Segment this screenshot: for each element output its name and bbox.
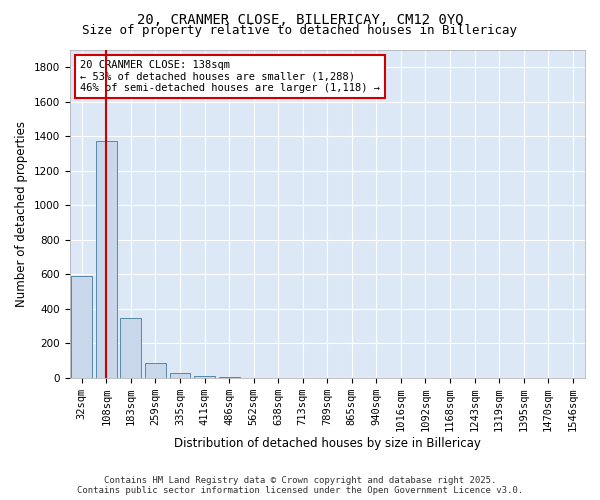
Text: Size of property relative to detached houses in Billericay: Size of property relative to detached ho… [83,24,517,37]
Text: 20, CRANMER CLOSE, BILLERICAY, CM12 0YQ: 20, CRANMER CLOSE, BILLERICAY, CM12 0YQ [137,12,463,26]
Bar [218,377,239,378]
Bar [96,142,117,378]
Bar [121,318,142,378]
Bar [170,373,190,378]
Text: Contains HM Land Registry data © Crown copyright and database right 2025.
Contai: Contains HM Land Registry data © Crown c… [77,476,523,495]
Bar [71,276,92,378]
Bar [145,364,166,378]
Text: 20 CRANMER CLOSE: 138sqm
← 53% of detached houses are smaller (1,288)
46% of sem: 20 CRANMER CLOSE: 138sqm ← 53% of detach… [80,60,380,93]
Bar [194,376,215,378]
Y-axis label: Number of detached properties: Number of detached properties [15,121,28,307]
X-axis label: Distribution of detached houses by size in Billericay: Distribution of detached houses by size … [174,437,481,450]
